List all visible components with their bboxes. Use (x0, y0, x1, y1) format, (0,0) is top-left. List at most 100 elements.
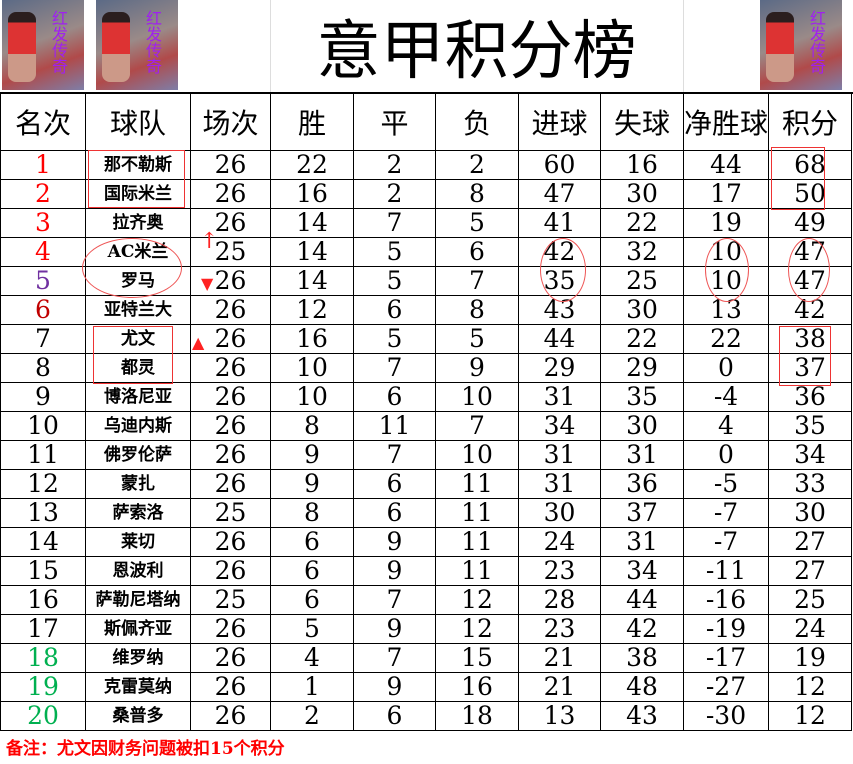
stat-cell: 9 (270, 469, 354, 499)
stat-cell: 7 (435, 266, 519, 296)
stat-cell: 26 (190, 527, 271, 557)
table-row: 10 乌迪内斯 26 8 11 7 34 30 4 35 (0, 411, 852, 441)
column-header: 胜 (270, 92, 354, 151)
stat-cell: 26 (190, 701, 271, 731)
stat-cell: 24 (518, 527, 601, 557)
team-cell: 蒙扎 (85, 469, 191, 499)
stat-cell: 38 (768, 324, 852, 354)
stat-cell: 14 (270, 208, 354, 238)
stat-cell: 17 (683, 179, 769, 209)
stat-cell: 25 (190, 237, 271, 267)
stat-cell: 22 (600, 324, 684, 354)
stat-cell: 29 (600, 353, 684, 383)
stat-cell: 19 (683, 208, 769, 238)
rank-cell: 16 (0, 585, 86, 615)
stat-cell: 26 (190, 295, 271, 325)
stat-cell: 0 (683, 353, 769, 383)
table-row: 18 维罗纳 26 4 7 15 21 38 -17 19 (0, 643, 852, 673)
table-row: 13 萨索洛 25 8 6 11 30 37 -7 30 (0, 498, 852, 528)
column-header: 进球 (518, 92, 601, 151)
rank-cell: 18 (0, 643, 86, 673)
stat-cell: 23 (518, 556, 601, 586)
stat-cell: 34 (600, 556, 684, 586)
stat-cell: 22 (600, 208, 684, 238)
stat-cell: 4 (270, 643, 354, 673)
stat-cell: 34 (768, 440, 852, 470)
stat-cell: 6 (270, 556, 354, 586)
stat-cell: 7 (353, 208, 436, 238)
stat-cell: 21 (518, 643, 601, 673)
stat-cell: 33 (768, 469, 852, 499)
stat-cell: 60 (518, 150, 601, 180)
page-title: 意甲积分榜 (316, 15, 637, 89)
table-row: 16 萨勒尼塔纳 25 6 7 12 28 44 -16 25 (0, 585, 852, 615)
stat-cell: 26 (190, 643, 271, 673)
team-cell: 萨索洛 (85, 498, 191, 528)
stat-cell: -5 (683, 469, 769, 499)
rank-cell: 10 (0, 411, 86, 441)
column-header: 净胜球 (683, 92, 769, 151)
stat-cell: 30 (768, 498, 852, 528)
stat-cell: 30 (518, 498, 601, 528)
table-row: 2 国际米兰 26 16 2 8 47 30 17 50 (0, 179, 852, 209)
rank-cell: 11 (0, 440, 86, 470)
stat-cell: 5 (435, 324, 519, 354)
stat-cell: 27 (768, 556, 852, 586)
stat-cell: -4 (683, 382, 769, 412)
stat-cell: 26 (190, 556, 271, 586)
table-row: 1 那不勒斯 26 22 2 2 60 16 44 68 (0, 150, 852, 180)
stat-cell: 9 (353, 614, 436, 644)
stat-cell: 5 (270, 614, 354, 644)
team-cell: 都灵 (85, 353, 191, 383)
table-row: 6 亚特兰大 26 12 6 8 43 30 13 42 (0, 295, 852, 325)
rank-cell: 5 (0, 266, 86, 296)
stat-cell: 26 (190, 150, 271, 180)
stat-cell: 12 (768, 672, 852, 702)
table-row: 7 尤文 26 16 5 5 44 22 22 38 (0, 324, 852, 354)
stat-cell: 11 (435, 469, 519, 499)
stat-cell: 31 (518, 440, 601, 470)
column-header: 场次 (190, 92, 271, 151)
stat-cell: 9 (435, 353, 519, 383)
stat-cell: -19 (683, 614, 769, 644)
stat-cell: 25 (600, 266, 684, 296)
stat-cell: -7 (683, 498, 769, 528)
stat-cell: 26 (190, 469, 271, 499)
stat-cell: -7 (683, 527, 769, 557)
table-row: 11 佛罗伦萨 26 9 7 10 31 31 0 34 (0, 440, 852, 470)
highlight-circle-pts (788, 238, 830, 302)
highlight-circle-goals (540, 238, 586, 302)
stat-cell: 5 (353, 324, 436, 354)
table-row: 17 斯佩齐亚 26 5 9 12 23 42 -19 24 (0, 614, 852, 644)
stat-cell: 30 (600, 411, 684, 441)
team-cell: 那不勒斯 (85, 150, 191, 180)
table-row: 19 克雷莫纳 26 1 9 16 21 48 -27 12 (0, 672, 852, 702)
stat-cell: 30 (600, 179, 684, 209)
rank-cell: 8 (0, 353, 86, 383)
highlight-box-juve-torino (93, 326, 173, 384)
stat-cell: 19 (768, 643, 852, 673)
highlight-box-points (771, 147, 825, 210)
stat-cell: 11 (435, 527, 519, 557)
stat-cell: 43 (600, 701, 684, 731)
stat-cell: 9 (353, 527, 436, 557)
column-header: 积分 (768, 92, 852, 151)
stat-cell: -16 (683, 585, 769, 615)
stat-cell: 35 (600, 382, 684, 412)
team-cell: 桑普多 (85, 701, 191, 731)
stat-cell: 47 (518, 179, 601, 209)
stat-cell: 68 (768, 150, 852, 180)
stat-cell: 11 (435, 498, 519, 528)
stat-cell: 10 (270, 353, 354, 383)
rank-cell: 15 (0, 556, 86, 586)
stat-cell: 26 (190, 614, 271, 644)
team-cell: 亚特兰大 (85, 295, 191, 325)
stat-cell: 6 (270, 585, 354, 615)
team-cell: 佛罗伦萨 (85, 440, 191, 470)
stat-cell: 7 (353, 353, 436, 383)
stat-cell: 14 (270, 237, 354, 267)
stat-cell: 28 (518, 585, 601, 615)
rank-cell: 19 (0, 672, 86, 702)
team-cell: 萨勒尼塔纳 (85, 585, 191, 615)
stat-cell: 4 (683, 411, 769, 441)
